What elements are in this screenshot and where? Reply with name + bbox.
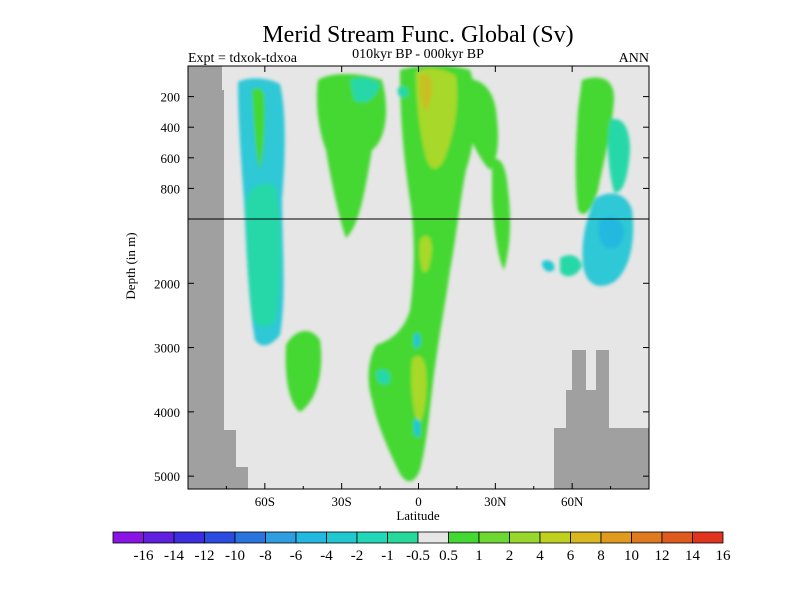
colorbar-label: 10 [624,548,639,564]
colorbar-swatch [173,531,205,544]
north-atlantic-deep-blue [598,217,624,249]
colorbar-swatch [509,531,541,544]
x-axis-label: Latitude [396,508,440,523]
equatorial-yellow-lower [411,355,427,425]
colorbar-swatch [448,531,480,544]
colorbar-swatch [265,531,297,544]
x-tick-label: 0 [415,494,422,509]
north-atlantic-green-cell [575,77,615,214]
period-label: 010kyr BP - 000kyr BP [352,47,484,62]
colorbar-label: 16 [716,548,732,564]
experiment-label: Expt = tdxok-tdxoa [188,51,298,66]
colorbar-swatch [356,531,388,544]
colorbar-label: 14 [685,548,701,564]
colorbar-swatch [387,531,419,544]
colorbar-swatch [234,531,266,544]
y-tick-label: 400 [161,120,181,135]
antarctic-landmass [188,66,248,489]
colorbar-label: -10 [225,548,245,564]
north-atlantic-teal-cell [607,119,630,193]
colorbar-swatch [661,531,693,544]
bathymetry-mask [188,66,649,489]
northern-landmass [554,350,649,489]
y-axis-label: Depth (in m) [123,232,138,299]
colorbar-label: 1 [475,548,483,564]
colorbar-label: -14 [164,548,184,564]
equatorial-green-column [368,66,476,482]
equatorial-orange-core [420,74,432,111]
y-axis: 200 400 600 800 2000 3000 4000 5000 [154,90,649,484]
colorbar-swatch [143,531,175,544]
y-tick-label: 600 [161,151,181,166]
southern-ocean-teal-cell [246,183,281,328]
colorbar-label: -6 [290,548,303,564]
colorbar-swatch [204,531,236,544]
north-atlantic-blue-spot [542,260,555,272]
colorbar-label: 12 [655,548,670,564]
y-tick-label: 2000 [154,276,180,291]
equatorial-blue-spot-1 [413,332,421,349]
colorbar-swatch [417,531,449,544]
colorbar-label: -0.5 [406,548,430,564]
chart-title: Merid Stream Func. Global (Sv) [262,22,573,48]
colorbar-label: -12 [195,548,215,564]
colorbar-swatch [539,531,571,544]
colorbar-swatch [295,531,327,544]
small-teal-spot-upper [397,86,409,98]
colorbar-label: 8 [597,548,605,564]
upper-midlatitude-teal-spot [350,77,380,103]
colorbar-label: 6 [567,548,575,564]
southern-ocean-green-inner [252,87,265,170]
colorbar-label: -16 [134,548,154,564]
colorbar-swatch [570,531,602,544]
colorbar-label: -2 [351,548,364,564]
colorbar-label: -8 [259,548,272,564]
colorbar-swatch [600,531,632,544]
northern-subtropical-green-cell [457,79,498,170]
northern-deep-green-column [492,159,511,270]
colorbar-label: 2 [506,548,514,564]
x-tick-label: 60N [561,494,584,509]
y-tick-label: 5000 [154,469,180,484]
colorbar-swatch [326,531,358,544]
x-axis: 60S 30S 0 30N 60N [225,66,612,509]
colorbar-label: 4 [536,548,544,564]
colorbar-swatch [631,531,663,544]
deep-southern-green-cell [285,330,322,412]
colorbar-label: 0.5 [439,548,458,564]
colorbar: -16 -14 -12 -10 -8 -6 -4 -2 -1 -0.5 0.5 1 2 4 6 8 10 12 14… [112,531,732,564]
x-tick-label: 60S [255,494,275,509]
colorbar-swatch [692,531,724,544]
y-tick-label: 800 [161,181,181,196]
season-label: ANN [619,51,649,66]
colorbar-swatch [478,531,510,544]
colorbar-swatch [112,531,144,544]
x-tick-label: 30N [484,494,507,509]
plot-area [187,65,650,490]
north-atlantic-teal-fringe [560,255,582,277]
x-tick-label: 30S [332,494,352,509]
colorbar-label: -4 [320,548,333,564]
y-tick-label: 200 [161,90,181,105]
y-tick-label: 3000 [154,341,180,356]
y-tick-label: 4000 [154,405,180,420]
equatorial-blue-spot-2 [413,418,421,438]
colorbar-label: -1 [381,548,394,564]
equatorial-teal-spot [376,369,391,385]
upper-midlatitude-green-cell [316,74,387,238]
equatorial-yellow-mid [419,235,432,273]
